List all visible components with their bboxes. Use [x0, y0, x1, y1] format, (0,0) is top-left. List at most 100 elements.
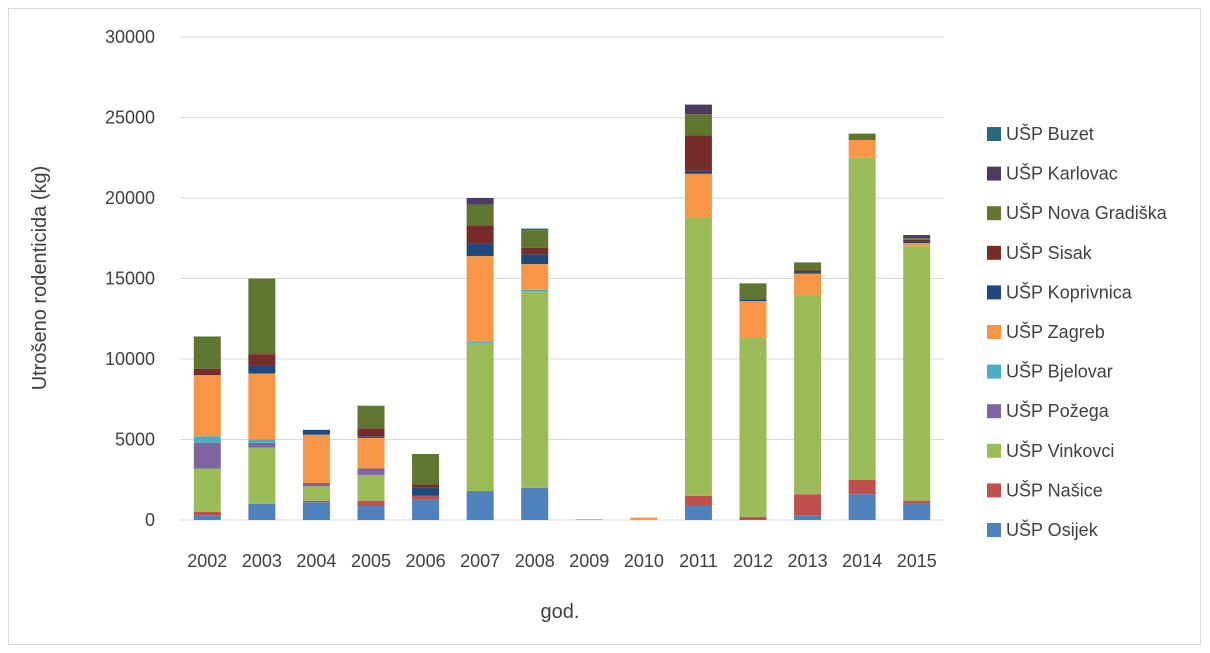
legend-swatch [987, 127, 1001, 141]
x-tick-label: 2015 [897, 551, 937, 571]
bar-segment [466, 243, 494, 256]
bar-segment [302, 434, 330, 483]
bar-segment [794, 494, 822, 516]
x-tick-label: 2014 [842, 551, 882, 571]
bar-segment [521, 289, 549, 292]
bar-segment [357, 437, 385, 469]
bar-segment [466, 255, 494, 342]
x-tick-label: 2007 [460, 551, 500, 571]
legend-label: UŠP Vinkovci [1006, 440, 1114, 461]
bar-segment [357, 505, 385, 520]
legend-swatch [987, 364, 1001, 379]
bar-segment [848, 157, 876, 480]
bar-segment [903, 238, 931, 240]
legend-item: UŠP Sisak [987, 242, 1093, 263]
bar-segment [684, 114, 712, 136]
bar-segment [302, 500, 330, 503]
legend-swatch [987, 443, 1001, 458]
y-tick-label: 15000 [105, 269, 155, 289]
bar-segment [848, 494, 876, 520]
bar-segment [521, 264, 549, 290]
bar-segment [903, 503, 931, 520]
x-tick-label: 2004 [296, 551, 336, 571]
bar-segment [193, 436, 221, 443]
bar-segment [848, 140, 876, 158]
bar-segment [521, 291, 549, 488]
legend-label: UŠP Nova Gradiška [1006, 202, 1168, 223]
x-tick-label: 2012 [733, 551, 773, 571]
bar-segment [466, 491, 494, 520]
y-tick-label: 5000 [115, 430, 155, 450]
legend-label: UŠP Buzet [1006, 123, 1094, 144]
bar-segment [412, 499, 440, 520]
bar-segment [903, 241, 931, 244]
bar-segment [248, 447, 276, 504]
bar-segment [357, 500, 385, 506]
legend-swatch [987, 285, 1001, 300]
legend-item: UŠP Buzet [987, 123, 1094, 144]
legend-swatch [987, 206, 1001, 221]
legend-item: UŠP Osijek [987, 519, 1099, 540]
bar-segment [302, 502, 330, 520]
bar-segment [521, 487, 549, 520]
legend-item: UŠP Koprivnica [987, 281, 1133, 302]
legend-item: UŠP Bjelovar [987, 361, 1113, 382]
bar-segment [412, 495, 440, 500]
bar-segment [412, 487, 440, 496]
legend-swatch [987, 245, 1001, 260]
bar-segment [248, 439, 276, 443]
bar-segment [630, 517, 658, 520]
legend-item: UŠP Vinkovci [987, 440, 1114, 461]
bar-segment [248, 373, 276, 440]
bar-segment [521, 228, 549, 231]
legend-label: UŠP Našice [1006, 479, 1103, 500]
bar-segment [466, 198, 494, 205]
legend-label: UŠP Požega [1006, 400, 1110, 421]
bar-segment [521, 230, 549, 248]
y-axis-title: Utrošeno rodenticida (kg) [29, 166, 51, 391]
legend-item: UŠP Zagreb [987, 321, 1105, 342]
bar-segment [466, 341, 494, 343]
bar-segment [248, 278, 276, 355]
bar-segment [903, 239, 931, 242]
legend-item: UŠP Nova Gradiška [987, 202, 1168, 223]
bar-segment [684, 170, 712, 174]
bar-segment [302, 429, 330, 435]
bar-segment [357, 405, 385, 429]
bars [193, 104, 931, 520]
x-tick-label: 2008 [515, 551, 555, 571]
bar-segment [739, 338, 767, 517]
bar-segment [193, 442, 221, 469]
bar-segment [193, 468, 221, 512]
legend-item: UŠP Našice [987, 479, 1103, 500]
legend-swatch [987, 523, 1001, 537]
bar-segment [521, 254, 549, 265]
x-tick-label: 2010 [624, 551, 664, 571]
bar-segment [302, 486, 330, 501]
bar-segment [794, 273, 822, 295]
bar-segment [193, 368, 221, 376]
y-tick-label: 20000 [105, 188, 155, 208]
x-tick-label: 2013 [788, 551, 828, 571]
legend-item: UŠP Požega [987, 400, 1110, 421]
bar-segment [248, 442, 276, 448]
bar-segment [193, 511, 221, 516]
gridlines [180, 36, 944, 521]
y-axis-ticks: 0 5000 10000 15000 20000 25000 30000 [105, 27, 155, 530]
bar-segment [575, 519, 603, 520]
bar-segment [248, 365, 276, 374]
bar-segment [466, 342, 494, 492]
bar-segment [521, 247, 549, 255]
legend-label: UŠP Koprivnica [1006, 281, 1133, 302]
bar-segment [794, 272, 822, 274]
bar-segment [794, 270, 822, 273]
bar-segment [848, 479, 876, 495]
legend-item: UŠP Karlovac [987, 163, 1118, 184]
bar-segment [466, 225, 494, 244]
bar-segment [739, 516, 767, 520]
bar-segment [193, 375, 221, 437]
x-tick-label: 2002 [187, 551, 227, 571]
legend-swatch [987, 483, 1001, 498]
legend-label: UŠP Karlovac [1006, 163, 1118, 184]
